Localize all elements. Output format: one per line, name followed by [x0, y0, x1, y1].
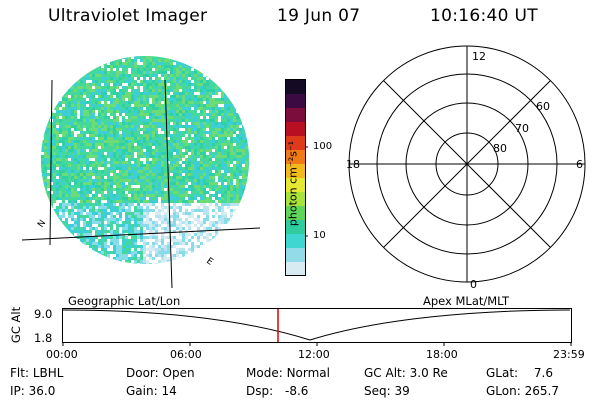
timeline-ymin-label: 1.8: [34, 331, 53, 345]
info-seq-label: Seq:: [364, 384, 391, 398]
meridian-line-west: [49, 79, 53, 246]
mlat-label-70: 70: [515, 122, 529, 135]
timeline-left-title: Geographic Lat/Lon: [68, 294, 181, 308]
info-mode-value: Normal: [286, 366, 330, 380]
colorbar-band: [285, 79, 306, 94]
info-glon-label: GLon:: [486, 384, 521, 398]
info-filter-label: Flt:: [10, 366, 29, 380]
polar-mlat-mlt-plot: 12 0 18 6 60 70 80: [346, 45, 586, 291]
info-ip-value: 36.0: [28, 384, 56, 398]
meridian-line-east: [164, 79, 173, 289]
timeline-right-title: Apex MLat/MLT: [423, 294, 510, 308]
timeline-tick-label-0: 00:00: [46, 348, 78, 361]
mlat-label-60: 60: [536, 100, 550, 113]
colorbar-band: [285, 121, 306, 136]
latitude-line: [21, 227, 260, 241]
colorbar-frame: [285, 79, 306, 276]
colorbar-gradient: [285, 79, 306, 276]
colorbar-unit-label: photon cm⁻²s⁻¹: [286, 140, 300, 227]
info-glat: GLat: 7.6: [486, 366, 553, 380]
info-mode: Mode: Normal: [246, 366, 330, 380]
info-gc-alt: GC Alt: 3.0 Re: [364, 366, 448, 380]
colorbar-band: [285, 135, 306, 150]
mlat-label-80: 80: [493, 142, 507, 155]
info-ip-label: IP:: [10, 384, 25, 398]
colorbar-band: [285, 149, 306, 164]
colorbar-band: [285, 219, 306, 234]
colorbar-band: [285, 247, 306, 262]
polar-diagonal-2: [383, 80, 551, 248]
colorbar-band: [285, 233, 306, 248]
info-glon: GLon: 265.7: [486, 384, 559, 398]
corner-label-n: N: [36, 218, 48, 229]
info-gain-label: Gain:: [126, 384, 158, 398]
time-label: 10:16:40 UT: [430, 6, 538, 26]
lat-lon-grid: [21, 79, 260, 289]
info-dsp: Dsp: -8.6: [246, 384, 308, 398]
colorbar-tick-label-100: 100: [313, 141, 333, 152]
instrument-title: Ultraviolet Imager: [48, 6, 208, 26]
timeline-ymax-label: 9.0: [34, 307, 53, 321]
colorbar-band: [285, 107, 306, 122]
colorbar-band: [285, 261, 306, 276]
info-gain-value: 14: [161, 384, 177, 398]
mlt-label-12: 12: [472, 50, 486, 63]
info-dsp-label: Dsp:: [246, 384, 274, 398]
info-ip: IP: 36.0: [10, 384, 55, 398]
auroral-image-panel: N E: [21, 56, 260, 289]
timeline-tick-label-3: 18:00: [426, 348, 458, 361]
colorbar-band: [285, 205, 306, 220]
info-glon-value: 265.7: [524, 384, 559, 398]
mlt-label-18: 18: [346, 158, 360, 171]
info-mode-label: Mode:: [246, 366, 283, 380]
colorbar-band: [285, 163, 306, 178]
colorbar-band: [285, 191, 306, 206]
info-seq: Seq: 39: [364, 384, 410, 398]
corner-label-e: E: [204, 256, 215, 268]
timeline-plot: [62, 308, 572, 346]
info-glat-value: 7.6: [533, 366, 554, 380]
info-door-label: Door:: [126, 366, 159, 380]
colorbar-tick-label-10: 10: [313, 230, 326, 241]
timeline-tick-label-4: 23:59: [553, 348, 585, 361]
colorbar-band: [285, 177, 306, 192]
info-door: Door: Open: [126, 366, 195, 380]
orbit-altitude-curve: [62, 309, 571, 341]
date-label: 19 Jun 07: [277, 6, 361, 26]
timeline-tick-label-1: 06:00: [170, 348, 202, 361]
timeline-tick-label-2: 12:00: [298, 348, 330, 361]
info-seq-value: 39: [394, 384, 410, 398]
info-gc-alt-label: GC Alt:: [364, 366, 406, 380]
info-gc-alt-value: 3.0 Re: [409, 366, 448, 380]
info-filter-value: LBHL: [32, 366, 64, 380]
info-gain: Gain: 14: [126, 384, 177, 398]
colorbar: [285, 79, 308, 276]
info-dsp-value: -8.6: [284, 384, 309, 398]
auroral-speckle-field: [41, 56, 249, 264]
mlt-label-6: 6: [576, 158, 583, 171]
timeline-axis-label: GC Alt: [9, 306, 23, 344]
mlt-label-0: 0: [470, 278, 477, 291]
info-filter: Flt: LBHL: [10, 366, 63, 380]
info-door-value: Open: [162, 366, 195, 380]
colorbar-band: [285, 93, 306, 108]
info-glat-label: GLat:: [486, 366, 519, 380]
